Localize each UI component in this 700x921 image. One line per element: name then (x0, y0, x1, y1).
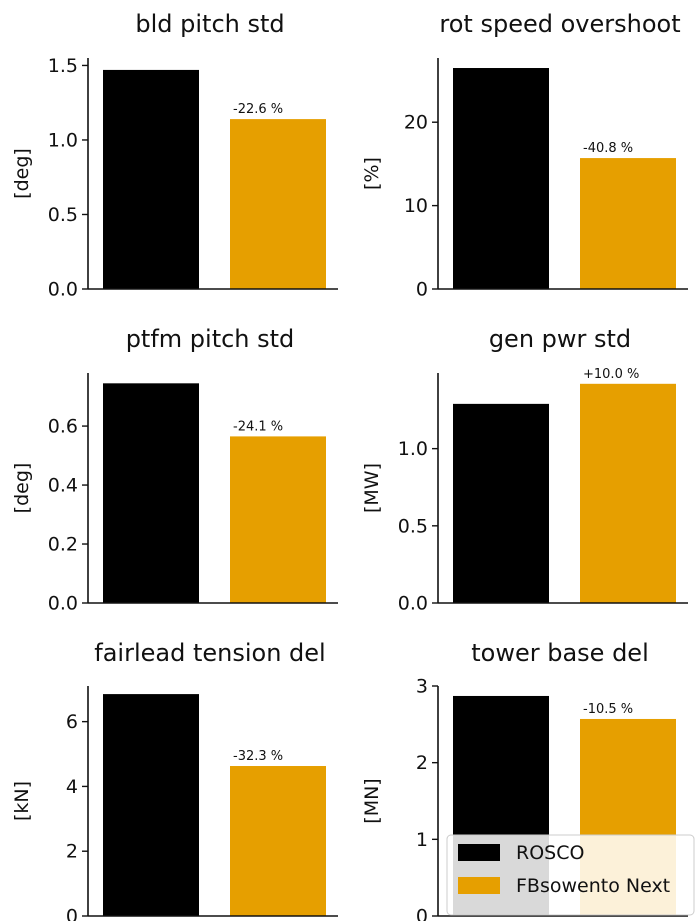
y-tick-label: 0.0 (48, 593, 78, 615)
y-tick-label: 4 (66, 776, 78, 798)
y-tick-label: 0 (416, 279, 428, 301)
percent-change-label: -22.6 % (233, 102, 283, 117)
bar-rosco (453, 403, 549, 603)
y-tick-label: 0 (416, 906, 428, 921)
y-tick-label: 10 (404, 195, 428, 217)
y-tick-label: 0 (66, 906, 78, 921)
legend: ROSCO FBsowento Next (446, 834, 695, 916)
legend-swatch-rosco (458, 844, 500, 861)
y-tick-label: 20 (404, 112, 428, 134)
y-tick-label: 0.0 (398, 593, 428, 615)
subplot-title: rot speed overshoot (439, 10, 680, 38)
subplot-5: fairlead tension del [kN] -32.3 % 0 2 4 6 (11, 639, 338, 921)
bar-rosco (103, 69, 199, 289)
legend-label: ROSCO (516, 842, 584, 864)
y-axis-label: [MW] (361, 463, 383, 513)
y-tick-label: 0.0 (48, 279, 78, 301)
percent-change-label: -24.1 % (233, 419, 283, 434)
subplot-title: tower base del (471, 639, 649, 667)
subplot-2: rot speed overshoot [%] -40.8 % 0 10 20 (361, 10, 688, 301)
percent-change-label: -10.5 % (583, 702, 633, 717)
bar-rosco (453, 68, 549, 289)
bar-fbsowento-next (580, 158, 676, 289)
y-tick-label: 0.2 (48, 534, 78, 556)
y-tick-label: 1 (416, 829, 428, 851)
subplot-title: fairlead tension del (94, 639, 325, 667)
y-axis-label: [deg] (11, 463, 33, 514)
y-tick-label: 0.5 (398, 515, 428, 537)
subplot-1: bld pitch std [deg] -22.6 % 0.0 0.5 1.0 1.5 (11, 10, 338, 301)
bar-rosco (103, 694, 199, 916)
bar-fbsowento-next (230, 436, 326, 603)
y-tick-label: 2 (416, 752, 428, 774)
percent-change-label: -40.8 % (583, 141, 633, 156)
y-axis-label: [deg] (11, 148, 33, 199)
y-tick-label: 0.5 (48, 204, 78, 226)
y-tick-label: 6 (66, 711, 78, 733)
y-axis-label: [%] (361, 157, 383, 190)
subplot-4: gen pwr std [MW] +10.0 % 0.0 0.5 1.0 (361, 325, 688, 615)
percent-change-label: -32.3 % (233, 749, 283, 764)
subplot-title: ptfm pitch std (126, 325, 295, 353)
legend-label: FBsowento Next (516, 875, 670, 897)
bar-fbsowento-next (230, 119, 326, 289)
bar-rosco (103, 383, 199, 603)
subplot-3: ptfm pitch std [deg] -24.1 % 0.0 0.2 0.4 0.6 (11, 325, 338, 615)
subplot-title: gen pwr std (489, 325, 631, 353)
y-axis-label: [kN] (11, 781, 33, 821)
y-axis-label: [MN] (361, 778, 383, 823)
subplot-title: bld pitch std (135, 10, 284, 38)
y-tick-label: 0.4 (48, 475, 78, 497)
y-tick-label: 0.6 (48, 416, 78, 438)
bar-fbsowento-next (580, 383, 676, 603)
y-tick-label: 1.0 (48, 129, 78, 151)
legend-swatch-fbsowento-next (458, 877, 500, 894)
y-tick-label: 1.5 (48, 55, 78, 77)
y-tick-label: 1.0 (398, 438, 428, 460)
legend-box (446, 834, 695, 916)
percent-change-label: +10.0 % (583, 367, 639, 382)
y-tick-label: 3 (416, 676, 428, 698)
y-tick-label: 2 (66, 841, 78, 863)
bar-fbsowento-next (230, 766, 326, 916)
